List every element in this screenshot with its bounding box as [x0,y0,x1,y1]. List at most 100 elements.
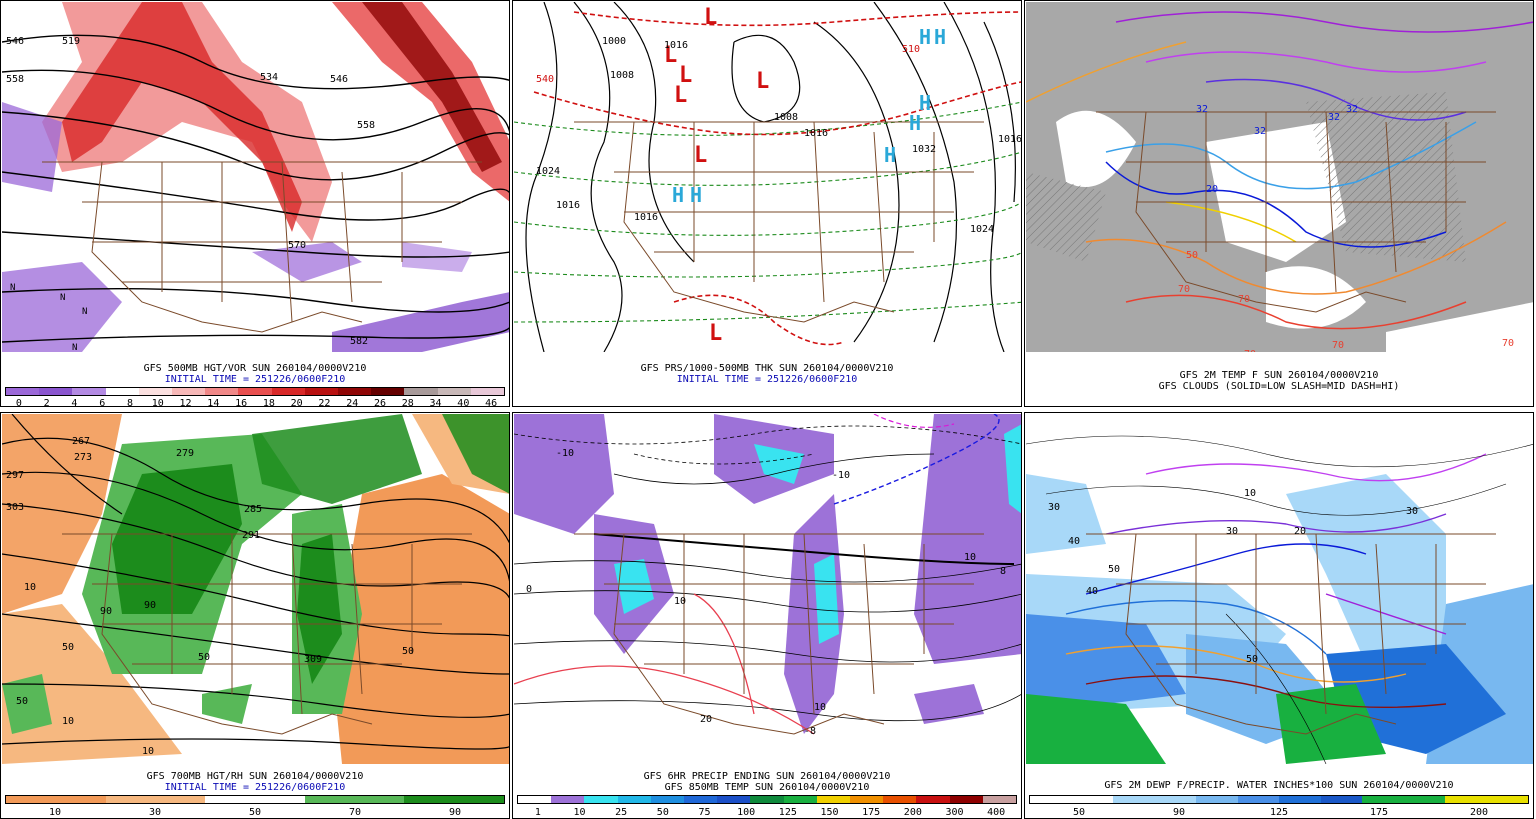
contour-label: 582 [350,336,368,347]
map-dewpoint-pwat[interactable]: 30 40 50 30 10 20 30 40 50 [1026,414,1533,764]
colorbar-tick-label: 100 [737,807,756,818]
colorbar-swatch [1445,796,1487,803]
colorbar [5,795,505,804]
colorbar-swatch [1362,796,1404,803]
colorbar-swatch [684,796,718,803]
colorbar-swatch [72,388,106,395]
colorbar-ticks: 10 30 50 70 90 [5,807,505,818]
colorbar-tick-label: 40 [457,398,470,407]
colorbar-swatch [138,388,173,395]
panel-500mb-vorticity: 546 558 519 534 546 558 570 582 N N N N … [0,0,510,407]
colorbar-tick-label: 16 [235,398,248,407]
colorbar-tick-label: 8 [126,398,134,407]
map-2m-temp-clouds[interactable]: 32 32 32 32 20 50 70 70 70 70 70 [1026,2,1533,352]
colorbar-swatch [404,388,438,395]
contour-label: 558 [6,74,24,85]
contour-label: 291 [242,530,260,541]
rh-label: 10 [24,582,36,593]
panel-subtitle: GFS CLOUDS (SOLID=LOW SLASH=MID DASH=HI) [1158,381,1400,392]
rh-label: 50 [198,652,210,663]
colorbar-tick-label: 125 [778,807,797,818]
colorbar-swatch [1030,796,1072,803]
high-pressure-marker: H [672,183,684,207]
isotherm-label: 50 [1186,250,1198,261]
colorbar-tick-label: 200 [903,807,922,818]
isotherm-label: 32 [1328,112,1340,123]
isotherm-label: -10 [832,470,850,481]
colorbar-swatch [783,796,817,803]
colorbar-ticks: 0 2 4 6 8 10 12 14 16 18 20 22 24 26 28 34 40 46 [5,398,505,407]
dewpoint-label: 30 [1406,506,1418,517]
panel-subtitle: INITIAL TIME = 251226/0600F210 [164,782,346,793]
colorbar-swatch [470,388,505,395]
colorbar-tick-label: 75 [698,807,711,818]
colorbar-swatch [304,388,339,395]
colorbar-tick-label: 175 [862,807,881,818]
rh-label: 90 [144,600,156,611]
contour-label: 279 [176,448,194,459]
isotherm-label: 32 [1196,104,1208,115]
high-pressure-marker: H [884,143,896,167]
contour-label: 546 [330,74,348,85]
colorbar [1029,795,1529,804]
contour-label: 558 [357,120,375,131]
dewpoint-label: 10 [1244,488,1256,499]
colorbar-tick-label: 10 [151,398,164,407]
rh-label: 50 [402,646,414,657]
map-700mb-rh[interactable]: 267 273 279 285 291 297 303 309 10 50 90… [2,414,509,764]
high-pressure-marker: H [909,111,921,135]
map-500mb-vorticity[interactable]: 546 558 519 534 546 558 570 582 N N N N [2,2,509,352]
colorbar-swatch [883,796,917,803]
colorbar-tick-label: 1 [534,807,541,818]
isotherm-label: 10 [814,702,826,713]
colorbar-swatch [916,796,950,803]
colorbar-swatch [982,796,1017,803]
colorbar-swatch [717,796,751,803]
isotherm-label: 70 [1238,294,1250,305]
contour-label: 267 [72,436,90,447]
panel-6hr-precip: -10 0 10 20 -10 10 -8 10 8 GFS 6HR PRECI… [512,412,1022,819]
contour-label: N [60,293,65,303]
panel-title: GFS PRS/1000-500MB THK SUN 260104/0000V2… [640,363,894,374]
colorbar-tick-label: 10 [48,807,62,818]
contour-label: 1016 [664,40,688,51]
colorbar-tick-label: 2 [43,398,50,407]
isotherm-label: 0 [526,584,532,595]
map-6hr-precip[interactable]: -10 0 10 20 -10 10 -8 10 8 [514,414,1021,764]
colorbar-swatch [850,796,884,803]
colorbar-swatch [39,388,73,395]
colorbar-tick-label: 400 [987,807,1006,818]
isotherm-label: 70 [1502,338,1514,349]
contour-label: 1016 [556,200,580,211]
colorbar-swatch [1113,796,1155,803]
isotherm-label: -8 [804,726,816,737]
map-pressure-thickness[interactable]: L L L L L L L H H H H H H H 1000 1016 10… [514,2,1021,352]
colorbar-swatch [1486,796,1528,803]
isotherm-label: -10 [556,448,574,459]
dewpoint-label: 20 [1294,526,1306,537]
colorbar [5,387,505,396]
contour-label: 1032 [912,144,936,155]
panel-700mb-rh: 267 273 279 285 291 297 303 309 10 50 90… [0,412,510,819]
rh-label: 10 [142,746,154,757]
dewpoint-label: 50 [1108,564,1120,575]
colorbar-tick-label: 46 [485,398,498,407]
contour-label: 1024 [970,224,994,235]
colorbar-swatch [750,796,784,803]
rh-label: 90 [100,606,112,617]
contour-label: 285 [244,504,262,515]
colorbar-tick-label: 50 [248,807,262,818]
colorbar-tick-label: 150 [820,807,839,818]
colorbar-swatch [155,796,206,803]
contour-label: 1024 [536,166,560,177]
colorbar-swatch [1320,796,1362,803]
colorbar-tick-label: 24 [346,398,359,407]
low-pressure-marker: L [709,321,722,346]
contour-label: 303 [6,502,24,513]
colorbar-swatch [6,796,56,803]
colorbar-tick-label: 34 [429,398,442,407]
colorbar-tick-label: 14 [207,398,220,407]
isotherm-label: 10 [964,552,976,563]
colorbar-swatch [205,796,255,803]
colorbar-swatch [254,796,305,803]
